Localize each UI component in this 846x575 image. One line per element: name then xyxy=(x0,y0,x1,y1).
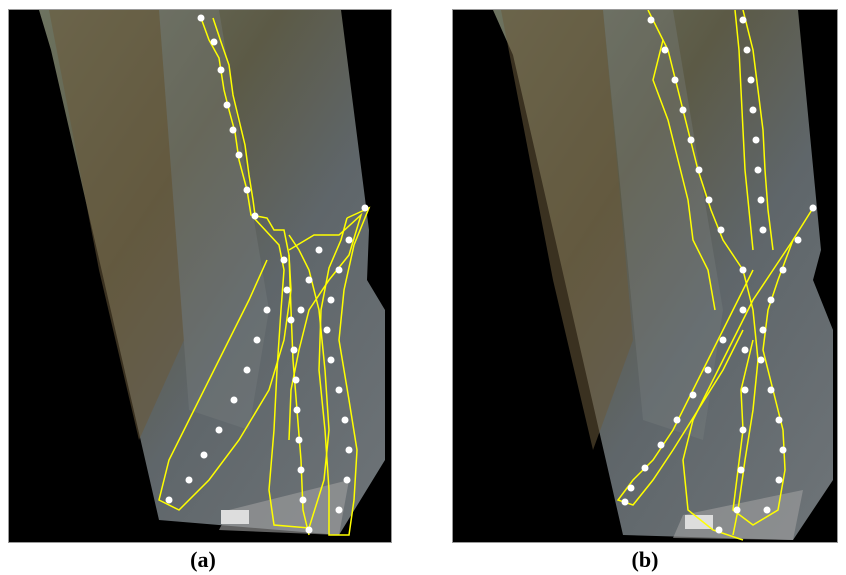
panel-caption-a: (a) xyxy=(190,547,216,572)
photo-panel-b xyxy=(452,9,838,543)
photo-panel-a xyxy=(8,9,392,543)
pavement-a xyxy=(219,480,349,535)
scene-a xyxy=(39,10,385,536)
scene-b xyxy=(493,10,833,541)
foliage-a xyxy=(49,10,184,440)
sidewalk-b xyxy=(603,10,723,440)
panel-caption-b: (b) xyxy=(631,547,659,572)
white-marking-a xyxy=(221,510,249,524)
person-outlines-b xyxy=(616,10,814,541)
sidewalk-a xyxy=(159,10,269,430)
keypoint-markers-b xyxy=(621,16,817,534)
white-marking-b xyxy=(685,515,713,529)
keypoint-markers-a xyxy=(165,14,369,534)
foliage-b xyxy=(501,10,633,450)
